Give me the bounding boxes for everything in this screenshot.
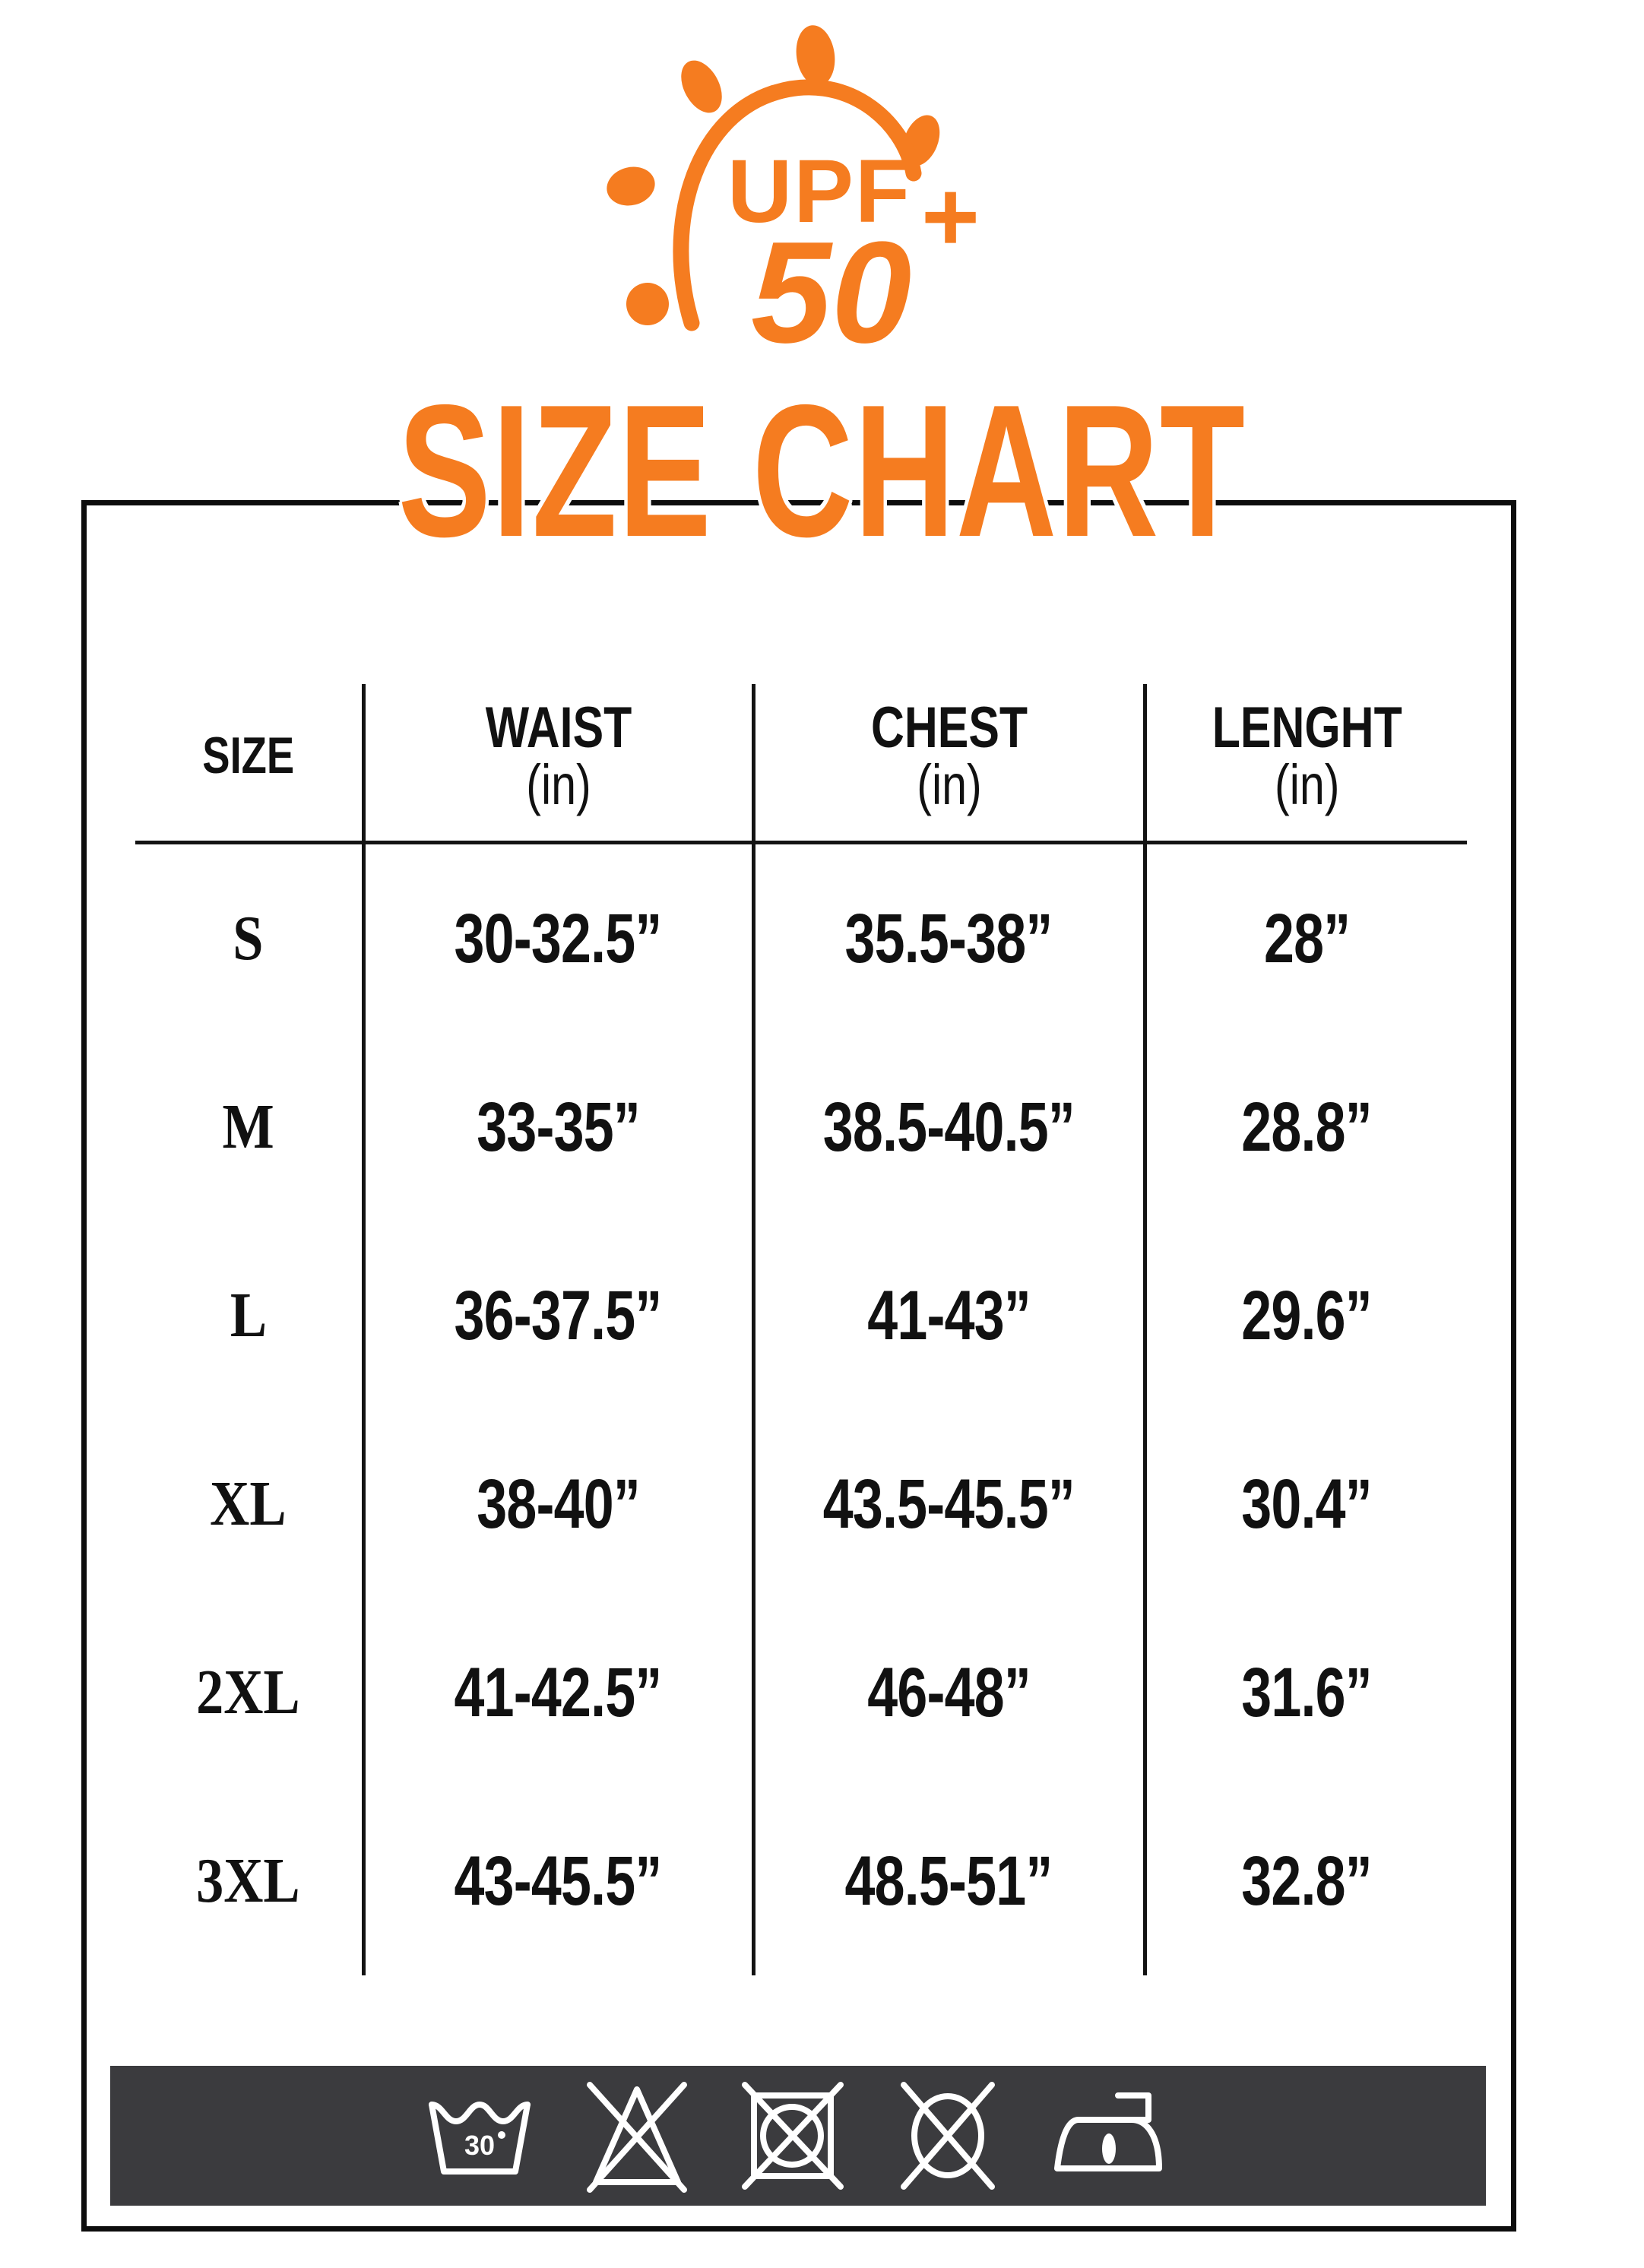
cell-length: 31.6”: [1142, 1598, 1467, 1787]
upf-rating: 50: [751, 212, 911, 373]
cell-chest: 35.5-38”: [751, 842, 1145, 1033]
table-row: XL 38-40” 43.5-45.5” 30.4”: [135, 1409, 1467, 1598]
cell-waist: 36-37.5”: [361, 1221, 753, 1410]
chest-value: 48.5-51”: [844, 1842, 1053, 1920]
column-header-length-unit: (in): [1274, 752, 1339, 816]
chest-value: 43.5-45.5”: [822, 1465, 1075, 1543]
do-not-tumble-dry-icon: [737, 2079, 847, 2193]
chart-frame: [81, 500, 1516, 2232]
upf-plus: +: [921, 160, 980, 272]
care-instructions-bar: 30: [110, 2066, 1486, 2206]
cell-length: 28”: [1142, 842, 1467, 1033]
cell-length: 28.8”: [1142, 1032, 1467, 1221]
length-value: 29.6”: [1241, 1276, 1373, 1354]
column-header-waist-label: WAIST: [485, 695, 632, 760]
size-label: M: [222, 1091, 274, 1162]
column-header-size-label: SIZE: [202, 726, 295, 784]
cell-size: 3XL: [135, 1787, 363, 1975]
length-value: 28”: [1263, 899, 1351, 977]
do-not-dry-clean-icon: [895, 2079, 1001, 2193]
cell-chest: 41-43”: [751, 1221, 1145, 1410]
column-header-waist-unit: (in): [525, 752, 591, 816]
chest-value: 41-43”: [867, 1276, 1031, 1354]
size-label: 2XL: [196, 1656, 300, 1728]
table-body: S 30-32.5” 35.5-38” 28” M 33-35” 38.5-40…: [135, 842, 1467, 1975]
length-value: 28.8”: [1241, 1088, 1373, 1166]
cell-waist: 43-45.5”: [361, 1786, 753, 1975]
length-value: 30.4”: [1241, 1465, 1373, 1543]
do-not-bleach-icon: [584, 2079, 690, 2193]
cell-length: 32.8”: [1142, 1786, 1467, 1975]
cell-size: M: [135, 1033, 363, 1221]
wash-temperature-label: 30: [464, 2130, 495, 2161]
waist-value: 36-37.5”: [454, 1276, 663, 1354]
upf-label: UPF: [727, 141, 911, 242]
table-row: 2XL 41-42.5” 46-48” 31.6”: [135, 1598, 1467, 1787]
waist-value: 38-40”: [477, 1465, 641, 1543]
cell-length: 30.4”: [1142, 1409, 1467, 1598]
iron-icon: [1048, 2086, 1174, 2185]
column-header-length-label: LENGHT: [1212, 695, 1402, 760]
column-header-chest-label: CHEST: [870, 695, 1028, 760]
table-row: S 30-32.5” 35.5-38” 28”: [135, 842, 1467, 1033]
cell-size: L: [135, 1221, 363, 1410]
table-header-row: SIZE WAIST (in) CHEST (in) LENGHT (in): [135, 684, 1467, 844]
cell-length: 29.6”: [1142, 1221, 1467, 1410]
cell-waist: 41-42.5”: [361, 1598, 753, 1787]
table-row: 3XL 43-45.5” 48.5-51” 32.8”: [135, 1786, 1467, 1975]
table-row: L 36-37.5” 41-43” 29.6”: [135, 1221, 1467, 1410]
size-label: 3XL: [196, 1845, 300, 1916]
machine-wash-30-icon: 30: [423, 2086, 537, 2185]
column-header-size: SIZE: [135, 684, 363, 844]
size-chart-table: SIZE WAIST (in) CHEST (in) LENGHT (in) S: [135, 684, 1467, 1975]
size-label: XL: [210, 1468, 287, 1539]
upf-50-badge: UPF 50 +: [578, 23, 1064, 380]
column-header-length: LENGHT (in): [1142, 684, 1467, 844]
cell-size: S: [135, 842, 363, 1033]
waist-value: 43-45.5”: [454, 1842, 663, 1920]
column-header-chest-unit: (in): [916, 752, 982, 816]
sun-icon: UPF 50 +: [607, 25, 980, 373]
cell-size: XL: [135, 1410, 363, 1598]
column-header-chest: CHEST (in): [751, 684, 1145, 844]
table-row: M 33-35” 38.5-40.5” 28.8”: [135, 1032, 1467, 1221]
waist-value: 41-42.5”: [454, 1653, 663, 1731]
length-value: 32.8”: [1241, 1842, 1373, 1920]
cell-waist: 33-35”: [361, 1032, 753, 1221]
cell-chest: 46-48”: [751, 1598, 1145, 1787]
column-header-waist: WAIST (in): [361, 684, 753, 844]
page-title: SIZE CHART: [398, 365, 1246, 576]
cell-chest: 38.5-40.5”: [751, 1032, 1145, 1221]
chest-value: 35.5-38”: [844, 899, 1053, 977]
chest-value: 46-48”: [867, 1653, 1031, 1731]
size-label: L: [230, 1279, 267, 1351]
waist-value: 33-35”: [477, 1088, 641, 1166]
cell-size: 2XL: [135, 1598, 363, 1787]
cell-chest: 43.5-45.5”: [751, 1409, 1145, 1598]
length-value: 31.6”: [1241, 1653, 1373, 1731]
cell-chest: 48.5-51”: [751, 1786, 1145, 1975]
cell-waist: 38-40”: [361, 1409, 753, 1598]
size-label: S: [233, 902, 264, 974]
chest-value: 38.5-40.5”: [822, 1088, 1075, 1166]
cell-waist: 30-32.5”: [361, 842, 753, 1033]
waist-value: 30-32.5”: [454, 899, 663, 977]
